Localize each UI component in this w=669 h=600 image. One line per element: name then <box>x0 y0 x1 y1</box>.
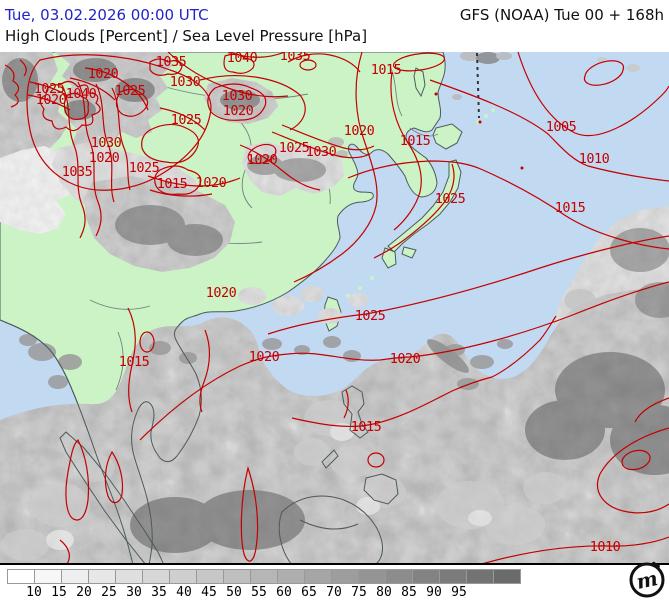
cloud-puffs <box>19 52 640 390</box>
legend-value: 20 <box>76 585 92 600</box>
pressure-label: 1020 <box>390 351 421 367</box>
pressure-label: 1020 <box>247 152 278 168</box>
coastlines-overlay <box>0 319 399 563</box>
pressure-label: 1020 <box>196 175 227 191</box>
pressure-label: 1035 <box>62 164 93 180</box>
legend-value: 70 <box>326 585 342 600</box>
logo-circle <box>629 562 665 598</box>
pressure-label: 1025 <box>171 112 202 128</box>
pressure-label: 1035 <box>156 54 187 70</box>
legend-color-box <box>439 569 467 584</box>
pressure-label: 1025 <box>435 191 466 207</box>
legend-color-box <box>115 569 143 584</box>
legend-color-box <box>466 569 494 584</box>
brand-logo: m <box>627 560 667 600</box>
legend-color-box <box>250 569 278 584</box>
legend-color-box <box>196 569 224 584</box>
pressure-label: 1025 <box>34 81 65 97</box>
pressure-label: 1010 <box>590 539 621 555</box>
legend-color-box <box>358 569 386 584</box>
legend-color-box <box>88 569 116 584</box>
cloud-percent-legend: 10 15 20 25 30 35 40 45 50 55 60 65 70 75 80 85 90 95 <box>7 569 528 600</box>
legend-color-box <box>412 569 440 584</box>
pressure-label: 1020 <box>88 66 119 82</box>
pressure-label: 1020 <box>36 92 67 108</box>
legend-value: 50 <box>226 585 242 600</box>
legend-value: 75 <box>351 585 367 600</box>
legend-color-box <box>7 569 35 584</box>
isobars <box>4 52 669 563</box>
legend-value: 80 <box>376 585 392 600</box>
legend-value: 95 <box>451 585 467 600</box>
pressure-label: 1015 <box>119 354 150 370</box>
pressure-label: 1015 <box>157 176 188 192</box>
pressure-label: 1020 <box>344 123 375 139</box>
shikoku <box>401 246 417 259</box>
cloud-highlights <box>1 400 567 561</box>
pressure-label: 1015 <box>400 133 431 149</box>
legend-color-box <box>169 569 197 584</box>
legend-value: 10 <box>26 585 42 600</box>
logo-tick-icon <box>652 561 660 568</box>
legend-color-box <box>493 569 521 584</box>
legend-color-box <box>34 569 62 584</box>
legend-value: 35 <box>151 585 167 600</box>
legend-value: 40 <box>176 585 192 600</box>
pressure-label: 1040 <box>66 86 97 102</box>
pressure-label: 1030 <box>222 88 253 104</box>
legend-value: 25 <box>101 585 117 600</box>
pressure-label: 1025 <box>355 308 386 324</box>
pressure-label: 1020 <box>206 285 237 301</box>
pressure-label: 1020 <box>223 103 254 119</box>
pressure-label: 1025 <box>279 140 310 156</box>
legend-value: 60 <box>276 585 292 600</box>
kyushu <box>381 247 397 269</box>
logo-m-icon: m <box>634 566 660 594</box>
pressure-label: 1010 <box>579 151 610 167</box>
legend-value: 55 <box>251 585 267 600</box>
pressure-label: 1015 <box>351 419 382 435</box>
legend-color-scale <box>7 569 521 584</box>
legend-color-box <box>223 569 251 584</box>
legend-value: 85 <box>401 585 417 600</box>
pressure-label: 1035 <box>280 52 311 64</box>
legend-value: 65 <box>301 585 317 600</box>
weather-map: 1020 1035 1030 1025 1040 1025 1020 1040 1035 1030… <box>0 52 669 565</box>
legend-value: 90 <box>426 585 442 600</box>
hokkaido <box>432 123 463 150</box>
pressure-label: 1015 <box>555 200 586 216</box>
legend-value: 30 <box>126 585 142 600</box>
legend-value: 15 <box>51 585 67 600</box>
pressure-label: 1005 <box>546 119 577 135</box>
legend-color-box <box>304 569 332 584</box>
pressure-label: 1020 <box>89 150 120 166</box>
pressure-label: 1015 <box>371 62 402 78</box>
pressure-label: 1030 <box>306 144 337 160</box>
legend-color-box <box>142 569 170 584</box>
legend-color-box <box>277 569 305 584</box>
legend-color-box <box>385 569 413 584</box>
model-run-info: GFS (NOAA) Tue 00 + 168h <box>459 6 664 24</box>
pressure-label: 1025 <box>115 83 146 99</box>
pressure-label: 1040 <box>227 52 258 66</box>
isobar-specks <box>434 92 524 170</box>
pressure-label: 1025 <box>129 160 160 176</box>
legend-value: 45 <box>201 585 217 600</box>
legend-color-box <box>331 569 359 584</box>
pressure-label: 1030 <box>91 135 122 151</box>
legend-color-box <box>61 569 89 584</box>
map-title: High Clouds [Percent] / Sea Level Pressu… <box>5 27 368 45</box>
sakhalin <box>413 67 426 98</box>
pressure-label: 1020 <box>249 349 280 365</box>
pressure-label: 1030 <box>170 74 201 90</box>
map-datetime: Tue, 03.02.2026 00:00 UTC <box>5 6 209 24</box>
